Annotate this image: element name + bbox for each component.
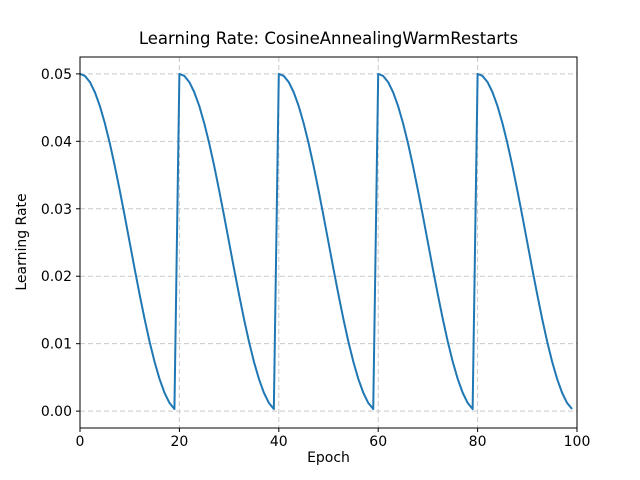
y-tick-label: 0.05 <box>41 67 72 83</box>
axes-spines <box>79 56 578 429</box>
data-line <box>79 72 573 411</box>
y-tick-label: 0.02 <box>41 269 72 285</box>
x-tick-label: 0 <box>76 434 85 450</box>
x-tick-label: 60 <box>369 434 387 450</box>
chart-title: Learning Rate: CosineAnnealingWarmRestar… <box>138 29 519 48</box>
y-tick-label: 0.04 <box>41 134 72 150</box>
x-tick-label: 80 <box>469 434 487 450</box>
x-tick-label: 20 <box>170 434 188 450</box>
x-tick-label: 40 <box>270 434 288 450</box>
y-tick-label: 0.00 <box>41 404 72 420</box>
y-tick-label: 0.03 <box>41 202 72 218</box>
y-tick-label: 0.01 <box>41 337 72 353</box>
x-axis-label: Epoch <box>307 450 350 466</box>
x-tick-label: 100 <box>564 434 591 450</box>
